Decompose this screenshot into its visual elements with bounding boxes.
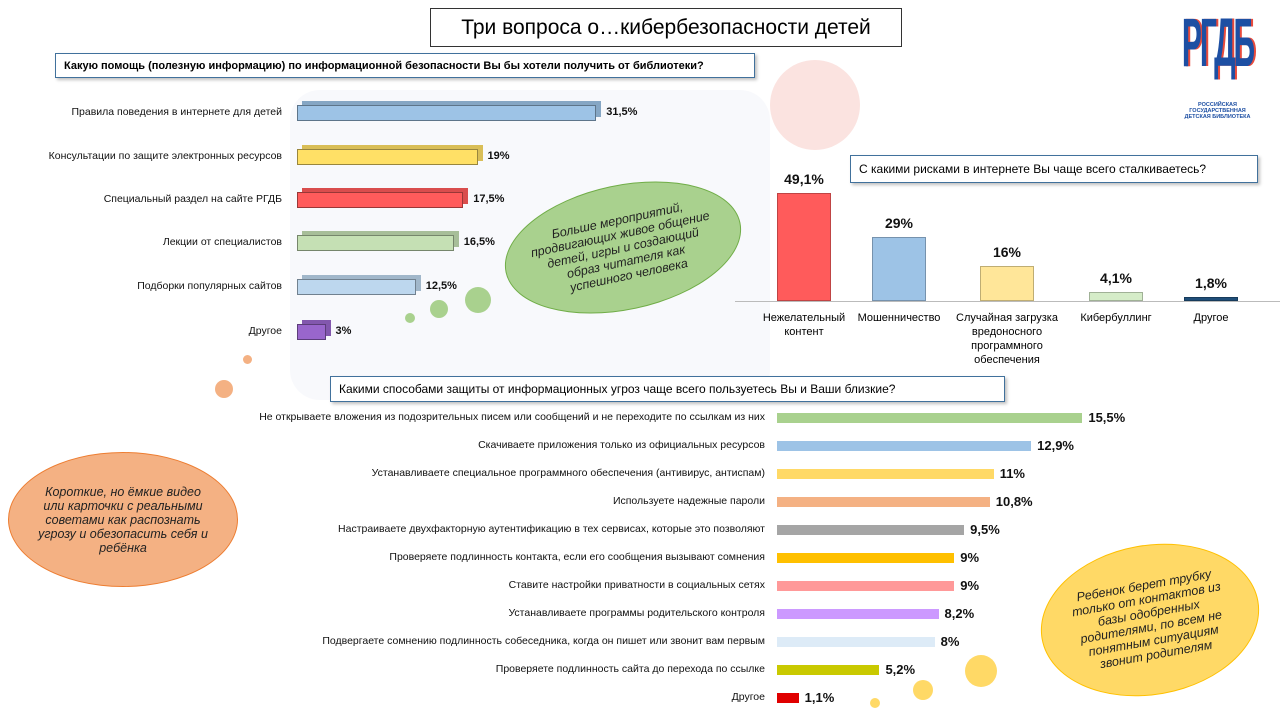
question-box: Какую помощь (полезную информацию) по ин… [55,53,755,78]
bar [777,469,994,479]
category-label: Устанавливаете специальное программного … [371,467,765,479]
deco-dot [405,313,415,323]
value-label: 16,5% [463,236,495,248]
category-label: Проверяете подлинность контакта, если ег… [389,551,765,563]
deco-dot [870,698,880,708]
bar [1089,291,1143,301]
bar [980,265,1034,301]
value-label: 11% [999,466,1025,481]
category-label: Скачиваете приложения только из официаль… [478,439,765,451]
deco-dot [465,287,491,313]
value-label: 15,5% [1088,410,1126,425]
title-box: Три вопроса о…кибербезопасности детей [430,8,902,47]
category-label: Не открываете вложения из подозрительных… [259,411,765,423]
value-label: 9,5% [970,522,1000,537]
question-box: С какими рисками в интернете Вы чаще все… [850,155,1258,183]
deco-dot [913,680,933,700]
value-label: 9% [960,550,980,565]
value-label: 5,2% [885,662,916,677]
value-label: 19% [487,150,510,162]
bar [777,581,955,591]
value-label: 3% [335,325,352,337]
value-label: 12,5% [425,280,457,292]
bar [777,192,831,301]
logo-mark: РГДБ [1181,6,1255,82]
value-label: 9% [960,578,980,593]
category-label: Проверяете подлинность сайта до перехода… [495,663,765,675]
bar [297,149,478,165]
category-label: Специальный раздел на сайте РГДБ [103,193,282,205]
bar [777,693,799,703]
logo-text: РОССИЙСКАЯ ГОСУДАРСТВЕННАЯ [1189,102,1246,114]
bar [297,279,416,295]
bar [777,413,1083,423]
bar [297,192,464,208]
bar [297,324,326,340]
logo-text: ДЕТСКАЯ БИБЛИОТЕКА [1184,114,1251,120]
bar [297,235,454,251]
question-box: Какими способами защиты от информационны… [330,376,1005,402]
bar [777,525,965,535]
bar [297,105,597,121]
category-label: Устанавливаете программы родительского к… [508,607,765,619]
category-label: Кибербуллинг [1080,312,1152,324]
category-label: Другое [248,325,282,337]
bg-deco [770,60,860,150]
axis-line [735,301,1280,302]
value-label: 8,2% [944,606,975,621]
bar [777,609,939,619]
category-label: Подборки популярных сайтов [137,280,282,292]
bar [777,497,990,507]
category-label: Случайная загрузка вредоносного программ… [956,312,1058,366]
value-label: 16% [992,243,1022,260]
category-label: Настраиваете двухфакторную аутентификаци… [338,523,765,535]
note-cloud: Ребенок берет трубку только от контактов… [1028,527,1272,713]
deco-dot [243,355,252,364]
category-label: Подвергаете сомнению подлинность собесед… [322,635,765,647]
value-label: 17,5% [473,193,505,205]
value-label: 4,1% [1100,269,1132,286]
value-label: 31,5% [606,106,638,118]
bar [777,553,955,563]
category-label: Мошенничество [857,312,941,324]
deco-dot [430,300,448,318]
value-label: 10,8% [995,494,1033,509]
value-label: 49,1% [784,170,824,187]
category-label: Правила поведения в интернете для детей [71,106,282,118]
deco-dot [215,380,233,398]
value-label: 1,8% [1195,275,1227,292]
category-label: Нежелательный контент [762,312,846,338]
category-label: Другое [1193,312,1229,324]
logo: РГДБ РОССИЙСКАЯ ГОСУДАРСТВЕННАЯ ДЕТСКАЯ … [1170,4,1265,120]
note-cloud: Короткие, но ёмкие видео или карточки с … [8,452,238,587]
category-label: Ставите настройки приватности в социальн… [508,579,765,591]
bar [777,637,935,647]
bar [872,237,926,301]
deco-dot [965,655,997,687]
bar [777,665,880,675]
bar [777,441,1032,451]
category-label: Другое [731,691,765,703]
category-label: Используете надежные пароли [612,495,765,507]
bar [1184,297,1238,301]
category-label: Консультации по защите электронных ресур… [48,150,282,162]
value-label: 29% [884,215,914,232]
value-label: 8% [940,634,960,649]
value-label: 1,1% [804,690,835,705]
category-label: Лекции от специалистов [162,236,282,248]
value-label: 12,9% [1037,438,1074,453]
